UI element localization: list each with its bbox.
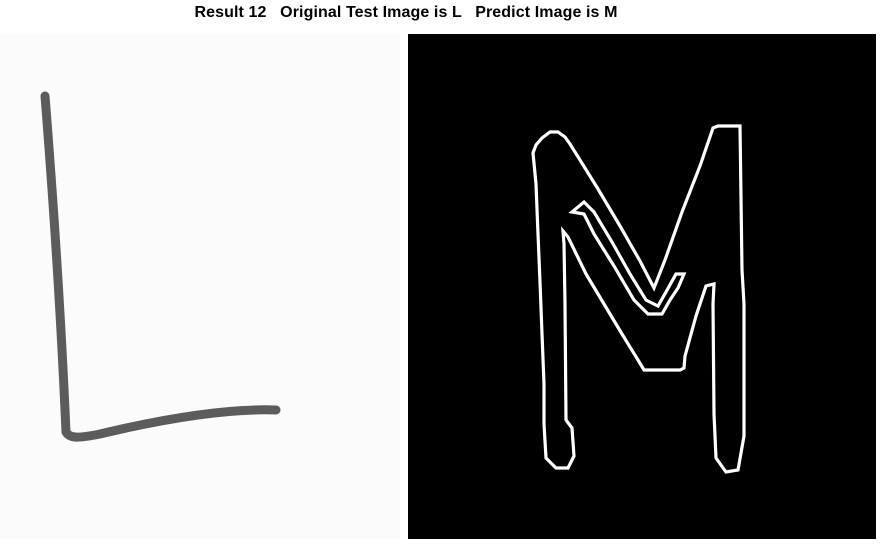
predicted-image — [408, 34, 876, 539]
predicted-image-panel — [408, 34, 876, 539]
original-test-image-panel — [0, 34, 400, 539]
original-test-image — [0, 34, 400, 539]
original-image-background — [0, 34, 400, 539]
letter-edge-outline — [531, 124, 746, 474]
predicted-image-background — [408, 34, 876, 539]
figure-title: Result 12 Original Test Image is L Predi… — [194, 4, 618, 21]
handwritten-letter-stroke — [40, 91, 281, 442]
